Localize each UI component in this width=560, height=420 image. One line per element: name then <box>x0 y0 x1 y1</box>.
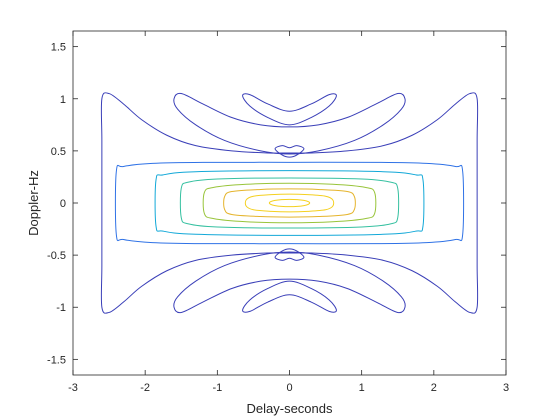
contour-line-level-2-0 <box>114 161 465 245</box>
x-tick-label: 0 <box>286 382 292 394</box>
contour-line-level-7-0 <box>244 193 335 213</box>
y-tick-label: -1 <box>56 302 66 314</box>
y-tick-label: 0.5 <box>51 146 66 158</box>
contour-lines-group <box>100 92 479 314</box>
x-tick-label: -1 <box>212 382 222 394</box>
y-axis-ticks: -1.5 -1 -0.5 0 0.5 1 1.5 <box>47 42 506 366</box>
x-tick-label: -2 <box>140 382 150 394</box>
x-axis-ticks: -3 -2 -1 0 1 2 3 <box>68 31 509 394</box>
contour-line-level-3-0 <box>154 170 425 236</box>
x-tick-label: 3 <box>503 382 509 394</box>
contour-line-level-1-0 <box>100 92 479 314</box>
y-tick-label: 1.5 <box>51 42 66 54</box>
contour-line-level-7-1 <box>268 198 311 208</box>
x-tick-label: 2 <box>431 382 437 394</box>
y-tick-label: -0.5 <box>47 250 66 262</box>
contour-line-level-1-2 <box>173 251 406 314</box>
contour-line-level-1-1 <box>173 92 406 155</box>
contour-line-level-5-0 <box>202 182 377 224</box>
contour-line-level-1-4 <box>242 280 337 313</box>
y-tick-label: 1 <box>60 94 66 106</box>
contour-line-level-1-6 <box>274 248 305 261</box>
contour-line-level-6-0 <box>223 188 356 218</box>
y-tick-label: -1.5 <box>47 354 66 366</box>
x-axis-label: Delay-seconds <box>247 401 333 416</box>
contour-line-level-1-3 <box>242 93 337 126</box>
y-axis-label: Doppler-Hz <box>26 170 41 236</box>
contour-line-level-1-5 <box>274 145 305 158</box>
x-tick-label: -3 <box>68 382 78 394</box>
contour-line-level-4-0 <box>179 177 400 229</box>
y-tick-label: 0 <box>60 198 66 210</box>
x-tick-label: 1 <box>359 382 365 394</box>
plot-area-background <box>73 31 506 375</box>
